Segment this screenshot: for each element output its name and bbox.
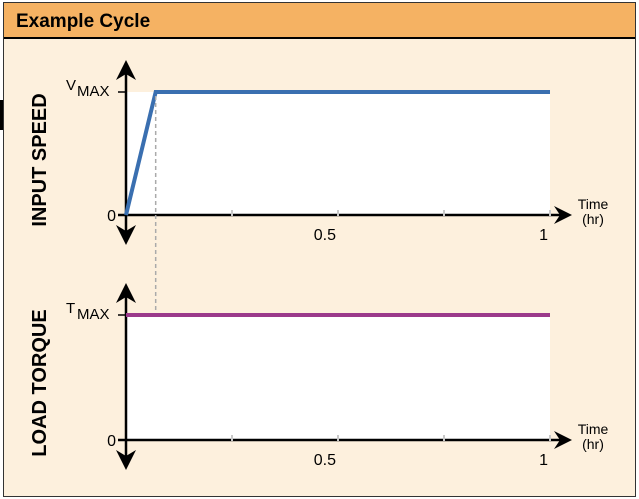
speed-x-tick-label: 0.5 xyxy=(314,227,336,244)
torque-plot-area xyxy=(126,315,550,440)
torque-level-sub: MAX xyxy=(77,306,110,323)
torque-x-unit: (hr) xyxy=(582,436,604,452)
torque-y-axis-arrow-down xyxy=(116,450,136,470)
torque-x-axis-arrow xyxy=(554,431,572,449)
torque-x-tick-label: 0.5 xyxy=(314,452,336,469)
chart-title: Example Cycle xyxy=(16,11,151,32)
speed-y-axis-arrow-down xyxy=(116,225,136,245)
speed-y-axis-arrow-up xyxy=(116,60,136,80)
left-edge-marker xyxy=(0,100,3,130)
speed-y-axis-title: INPUT SPEED xyxy=(29,93,51,226)
speed-y-tick-label: 0 xyxy=(107,208,116,225)
speed-x-axis-arrow xyxy=(554,206,572,224)
torque-x-tick-label: 1 xyxy=(539,452,548,469)
speed-x-label: Time xyxy=(578,196,609,212)
speed-x-tick-label: 1 xyxy=(539,227,548,244)
torque-y-axis-arrow-up xyxy=(116,283,136,303)
speed-level-sub: MAX xyxy=(77,83,110,100)
speed-plot-area xyxy=(126,92,550,215)
torque-y-axis-title: LOAD TORQUE xyxy=(29,309,51,456)
torque-y-tick-label: 0 xyxy=(107,433,116,450)
speed-series-line xyxy=(124,90,550,216)
speed-x-unit: (hr) xyxy=(582,211,604,227)
torque-level-label: T xyxy=(66,300,75,317)
speed-level-label: V xyxy=(66,77,76,94)
torque-x-label: Time xyxy=(578,421,609,437)
header-bar: Example Cycle xyxy=(4,3,635,39)
